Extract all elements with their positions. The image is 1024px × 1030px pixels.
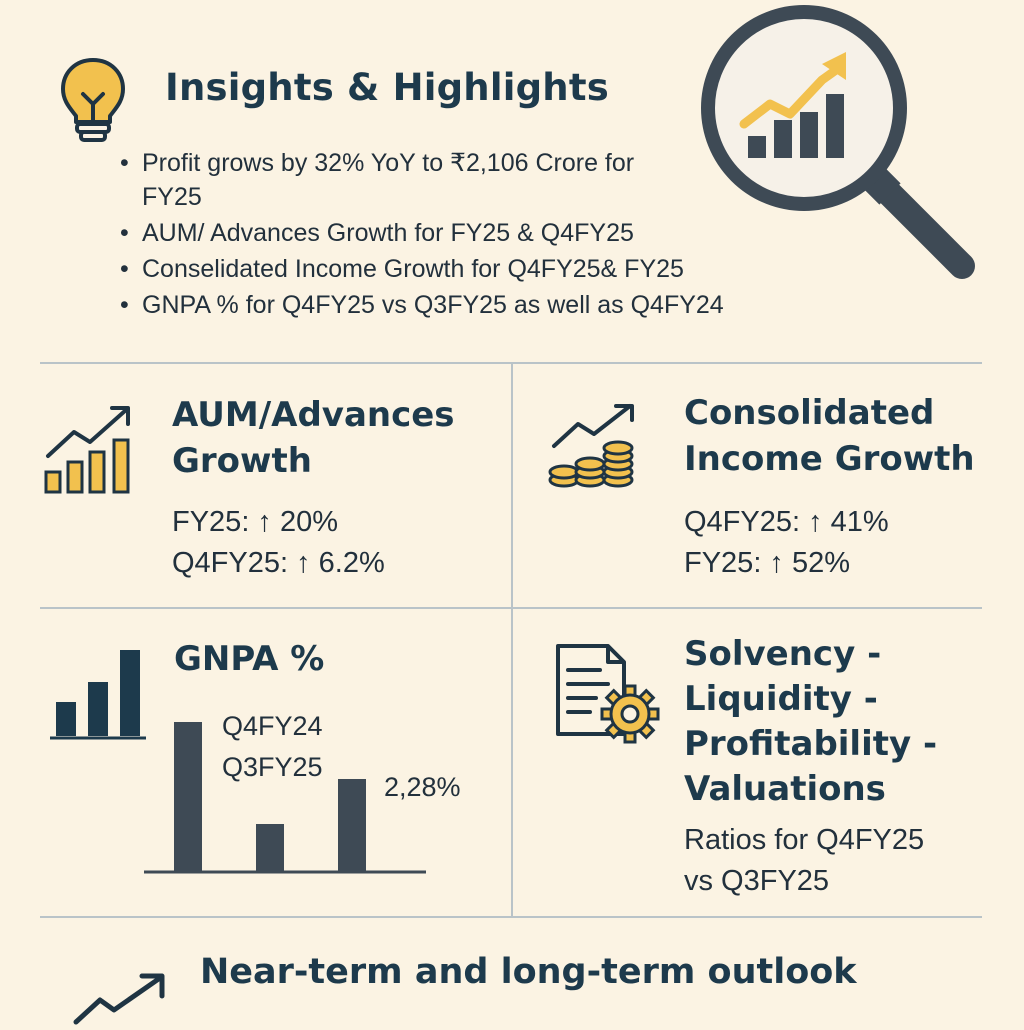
gnpa-bar-3 xyxy=(338,779,366,872)
income-q4fy25-stat: Q4FY25: ↑ 41% xyxy=(684,506,889,538)
lightbulb-icon xyxy=(61,58,125,142)
trend-arrow-icon xyxy=(73,973,165,1025)
gnpa-bar-chart xyxy=(144,722,426,874)
gnpa-bar-1 xyxy=(174,722,202,872)
magnifier-chart-icon xyxy=(701,5,975,279)
list-item: GNPA % for Q4FY25 vs Q3FY25 as well as Q… xyxy=(120,288,842,322)
list-item: Profit grows by 32% YoY to ₹2,106 Crore … xyxy=(120,146,672,214)
highlights-list: Profit grows by 32% YoY to ₹2,106 Crore … xyxy=(120,146,724,324)
divider xyxy=(40,362,982,364)
aum-q4fy25-stat: Q4FY25: ↑ 6.2% xyxy=(172,547,385,579)
list-item: Conselidated Income Growth for Q4FY25& F… xyxy=(120,252,700,286)
bar-growth-icon xyxy=(44,406,130,494)
income-card-title: Consolidated Income Growth xyxy=(684,393,975,479)
aum-fy25-stat: FY25: ↑ 20% xyxy=(172,506,339,538)
ratios-desc: Ratios for Q4FY25 vs Q3FY25 xyxy=(684,824,925,897)
gnpa-card-title: GNPA % xyxy=(174,639,325,679)
income-fy25-stat: FY25: ↑ 52% xyxy=(684,547,851,579)
ratios-card-title: Solvency - Liquidity - Profitability - V… xyxy=(684,634,938,809)
income-stats: Q4FY25: ↑ 41% FY25: ↑ 52% xyxy=(684,502,889,584)
divider xyxy=(40,916,982,918)
gnpa-label-q4fy24: Q4FY24 xyxy=(222,711,323,741)
gnpa-label-q3fy25: Q3FY25 xyxy=(222,752,323,782)
divider xyxy=(511,363,513,916)
document-gear-icon xyxy=(556,644,660,744)
divider xyxy=(40,607,982,609)
aum-stats: FY25: ↑ 20% Q4FY25: ↑ 6.2% xyxy=(172,502,385,584)
coins-growth-icon xyxy=(548,404,634,488)
page-title: Insights & Highlights xyxy=(165,66,609,109)
gnpa-value: 2,28% xyxy=(384,772,461,802)
bar-chart-icon xyxy=(50,650,146,740)
aum-card-title: AUM/Advances Growth xyxy=(172,395,455,481)
list-item: AUM/ Advances Growth for FY25 & Q4FY25 xyxy=(120,216,700,250)
gnpa-bar-2 xyxy=(256,824,284,872)
outlook-title: Near-term and long-term outlook xyxy=(200,952,857,992)
